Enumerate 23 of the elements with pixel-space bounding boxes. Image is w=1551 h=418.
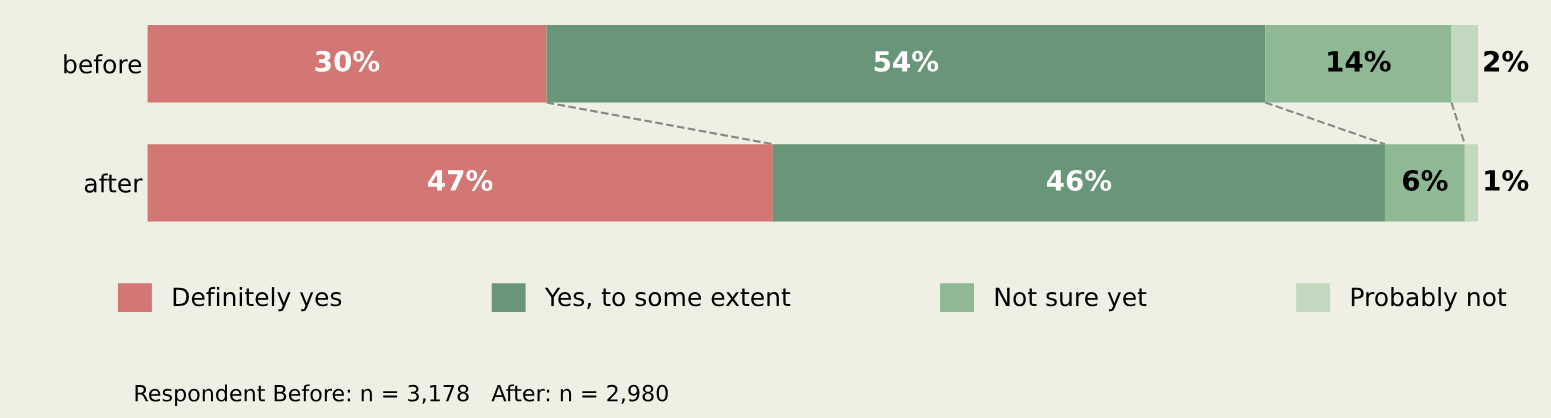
bar [772,144,1385,222]
legend-label: Yes, to some extent [544,287,791,309]
bar [147,144,773,222]
y-tick-label: before [64,54,142,74]
legend-label: Definitely yes [173,287,342,312]
bar [546,25,1266,103]
bar [1464,144,1479,222]
data-label: 6% [1403,169,1448,191]
legend-label: Probably not [1351,287,1507,312]
bar [147,25,547,103]
data-label: 2% [1484,50,1529,72]
bar [1384,144,1465,222]
data-label: 1% [1485,169,1529,191]
data-label: 30% [315,50,380,72]
data-label: 46% [1046,169,1112,191]
bar [1265,25,1452,103]
data-label: 14% [1328,50,1391,72]
data-label: 54% [874,50,939,72]
bar [1451,25,1479,103]
legend-label: Not sure yet [995,287,1147,312]
text: Respondent Before: n = 3,178 After: n = 2,980 [135,384,668,406]
data-label: 47% [428,169,493,191]
y-tick-label: after [84,173,143,193]
